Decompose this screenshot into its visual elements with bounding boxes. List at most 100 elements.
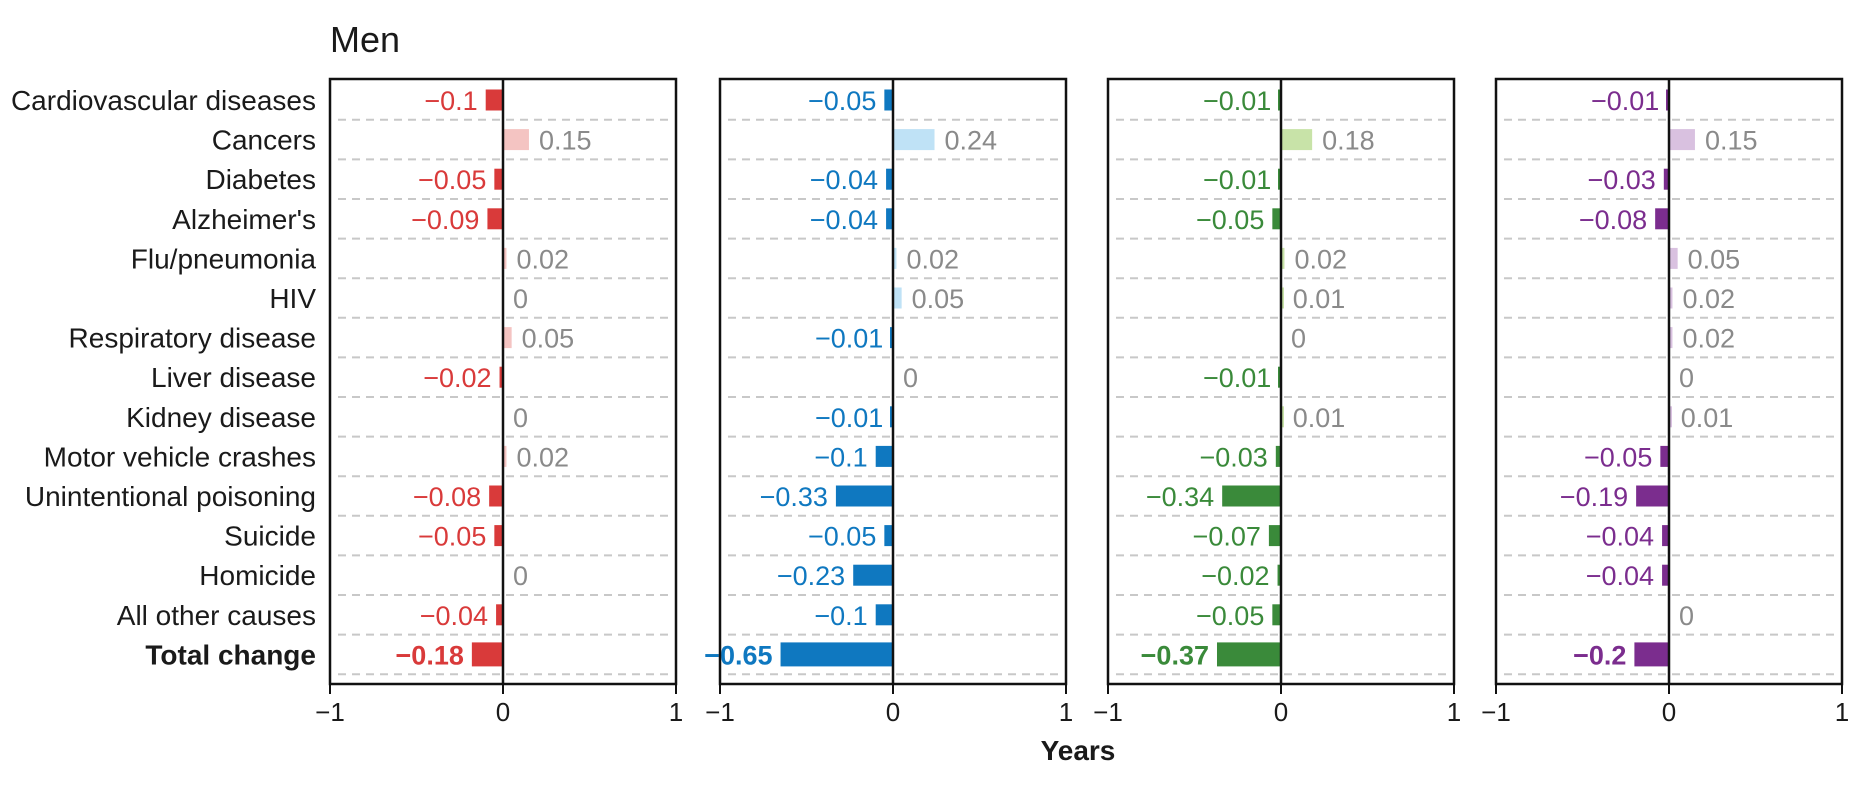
x-tick-label: −1 — [1481, 697, 1511, 727]
value-label: 0.02 — [906, 244, 959, 274]
value-label: −0.03 — [1199, 442, 1267, 472]
category-label: HIV — [269, 283, 316, 314]
bar — [1281, 406, 1284, 428]
bar — [1662, 564, 1669, 586]
value-label: −0.04 — [1586, 522, 1654, 552]
value-label: 0.02 — [516, 442, 569, 472]
value-label: 0.02 — [1682, 324, 1735, 354]
bar — [1669, 287, 1673, 309]
value-label: 0 — [903, 363, 918, 393]
x-tick-label: 0 — [886, 697, 900, 727]
value-label: −0.02 — [423, 363, 491, 393]
category-label: Liver disease — [151, 362, 316, 393]
value-label: −0.05 — [1196, 601, 1264, 631]
value-label: −0.34 — [1146, 482, 1214, 512]
bar — [503, 327, 512, 349]
bar — [1281, 129, 1313, 151]
value-label: −0.01 — [1203, 363, 1271, 393]
value-label: 0 — [513, 403, 528, 433]
x-tick-label: −1 — [315, 697, 345, 727]
bar — [503, 129, 529, 151]
value-label: −0.05 — [1196, 205, 1264, 235]
value-label: −0.05 — [808, 522, 876, 552]
chart-panel: −0.01 0.18 −0.01 −0.05 0.02 0.01 0 −0.01 0.01 −0.… — [1093, 77, 1461, 727]
bar — [780, 642, 893, 667]
x-tick-label: 1 — [1447, 697, 1461, 727]
value-label: 0.01 — [1681, 403, 1734, 433]
value-label: −0.04 — [810, 165, 878, 195]
bar — [1666, 89, 1669, 111]
value-label: 0 — [513, 284, 528, 314]
value-label: 0 — [1679, 363, 1694, 393]
value-label: −0.1 — [814, 601, 867, 631]
category-label: Suicide — [224, 521, 316, 552]
value-label: −0.05 — [418, 165, 486, 195]
value-label: −0.08 — [413, 482, 481, 512]
bar — [890, 327, 893, 349]
value-label: 0.15 — [539, 126, 592, 156]
x-tick-label: 1 — [1059, 697, 1073, 727]
category-label: Total change — [145, 639, 316, 670]
bar — [1277, 564, 1281, 586]
value-label: 0 — [1679, 601, 1694, 631]
value-label: −0.07 — [1193, 522, 1261, 552]
value-label: −0.23 — [777, 561, 845, 591]
value-label: −0.04 — [1586, 561, 1654, 591]
bar — [1663, 168, 1669, 190]
value-label: −0.09 — [411, 205, 479, 235]
category-label: Flu/pneumonia — [131, 243, 317, 274]
bar — [853, 564, 893, 586]
value-label: −0.18 — [396, 640, 464, 670]
chart-title: Men — [330, 19, 400, 60]
value-label: −0.05 — [808, 86, 876, 116]
value-label: 0.15 — [1705, 126, 1758, 156]
value-label: −0.04 — [420, 601, 488, 631]
value-label: 0.05 — [522, 324, 575, 354]
x-tick-label: 0 — [496, 697, 510, 727]
chart-panel: −0.1 0.15 −0.05 −0.09 0.02 0 0.05 −0.02 0 0.02 −0.… — [315, 77, 683, 727]
bar — [496, 604, 503, 626]
x-tick-label: 0 — [1662, 697, 1676, 727]
value-label: −0.2 — [1573, 640, 1626, 670]
bar — [487, 208, 503, 230]
value-label: −0.1 — [814, 442, 867, 472]
x-tick-label: −1 — [1093, 697, 1123, 727]
value-label: 0.02 — [1294, 244, 1347, 274]
value-label: −0.05 — [418, 522, 486, 552]
bar — [893, 247, 897, 269]
bar — [1662, 525, 1669, 547]
bar — [471, 642, 503, 667]
value-label: −0.04 — [810, 205, 878, 235]
value-label: 0 — [1291, 324, 1306, 354]
bar — [1278, 89, 1281, 111]
bar — [835, 485, 893, 507]
category-label: Alzheimer's — [172, 204, 316, 235]
category-label: Kidney disease — [126, 402, 316, 433]
chart-panel: −0.05 0.24 −0.04 −0.04 0.02 0.05 −0.01 0 −0.01 −0… — [704, 77, 1073, 727]
bar — [1272, 208, 1281, 230]
value-label: −0.01 — [815, 403, 883, 433]
value-label: 0.18 — [1322, 126, 1375, 156]
value-label: −0.01 — [1203, 86, 1271, 116]
x-tick-label: 1 — [669, 697, 683, 727]
bar — [1655, 208, 1669, 230]
chart-panel: −0.01 0.15 −0.03 −0.08 0.05 0.02 0.02 0 0.01 −0.0… — [1481, 77, 1849, 727]
value-label: −0.1 — [424, 86, 477, 116]
bar — [875, 445, 893, 467]
category-label: Cardiovascular diseases — [11, 85, 316, 116]
bar — [503, 445, 507, 467]
value-label: 0.01 — [1293, 403, 1346, 433]
value-label: −0.01 — [1591, 86, 1659, 116]
category-label: Unintentional poisoning — [25, 481, 316, 512]
category-labels: Cardiovascular diseases Cancers Diabetes Al… — [11, 85, 316, 670]
category-label: Cancers — [212, 125, 316, 156]
value-label: −0.02 — [1201, 561, 1269, 591]
bar — [1669, 406, 1672, 428]
value-label: 0.02 — [516, 244, 569, 274]
value-label: 0 — [513, 561, 528, 591]
value-label: 0.05 — [1688, 244, 1741, 274]
bar — [1272, 604, 1281, 626]
x-tick-label: 1 — [1835, 697, 1849, 727]
category-label: Homicide — [199, 560, 316, 591]
